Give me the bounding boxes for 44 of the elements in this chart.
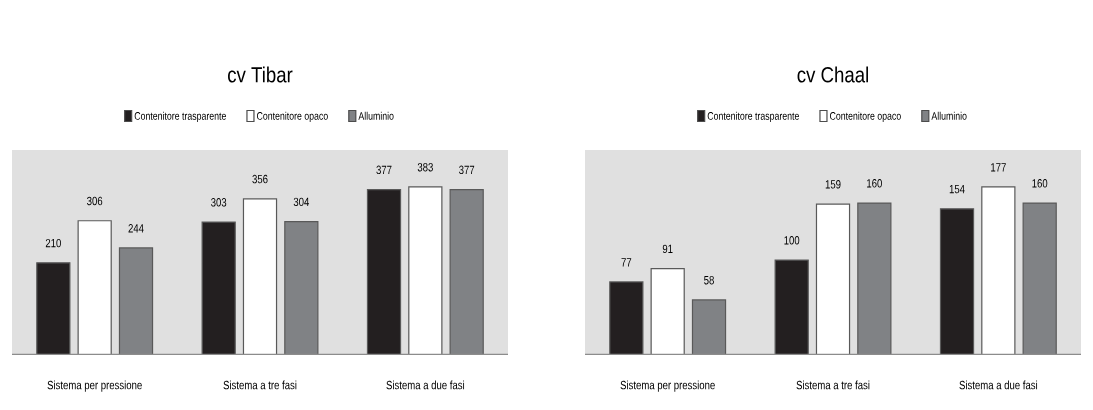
data-label: 58 — [704, 275, 714, 285]
bar — [815, 203, 851, 355]
x-tick-label: Sistema a tre fasi — [796, 380, 870, 390]
bar — [366, 189, 402, 355]
x-tick-label: Sistema a due fasi — [959, 380, 1038, 390]
bar — [201, 221, 236, 355]
bar — [242, 198, 278, 355]
bar — [939, 208, 975, 355]
bar — [408, 186, 443, 355]
bar — [650, 268, 685, 355]
legend-label: Contenitore trasparente — [707, 111, 799, 122]
bar — [609, 281, 644, 355]
chart-title: cv Chaal — [797, 66, 868, 83]
data-label: 377 — [459, 165, 475, 175]
bar — [981, 186, 1016, 355]
data-label: 160 — [867, 179, 882, 188]
data-label: 303 — [211, 198, 227, 207]
x-tick-label: Sistema a tre fasi — [223, 380, 297, 390]
data-label: 160 — [1032, 179, 1048, 188]
legend-label: Contenitore trasparente — [134, 111, 226, 122]
chart-title: cv Tibar — [228, 66, 293, 83]
legend-label: Alluminio — [931, 111, 967, 120]
data-label: 304 — [293, 197, 310, 207]
data-label: 91 — [662, 244, 673, 254]
data-label: 210 — [45, 238, 61, 248]
bar — [774, 259, 809, 355]
x-tick-label: Sistema a due fasi — [386, 380, 465, 390]
data-label: 356 — [252, 174, 268, 184]
data-label: 377 — [376, 165, 392, 175]
data-label: 383 — [417, 162, 433, 172]
legend-label: Alluminio — [358, 111, 394, 120]
legend-label: Contenitore opaco — [256, 111, 328, 122]
data-label: 77 — [621, 258, 632, 267]
data-label: 244 — [128, 224, 144, 233]
data-label: 154 — [949, 184, 965, 194]
data-label: 100 — [784, 236, 800, 245]
x-tick-label: Sistema per pressione — [620, 380, 715, 392]
data-label: 306 — [87, 196, 103, 206]
x-tick-label: Sistema per pressione — [47, 380, 142, 392]
data-label: 159 — [825, 180, 841, 189]
data-label: 177 — [991, 163, 1006, 172]
bar — [36, 262, 71, 355]
bar — [77, 220, 112, 355]
legend-label: Contenitore opaco — [830, 111, 901, 122]
